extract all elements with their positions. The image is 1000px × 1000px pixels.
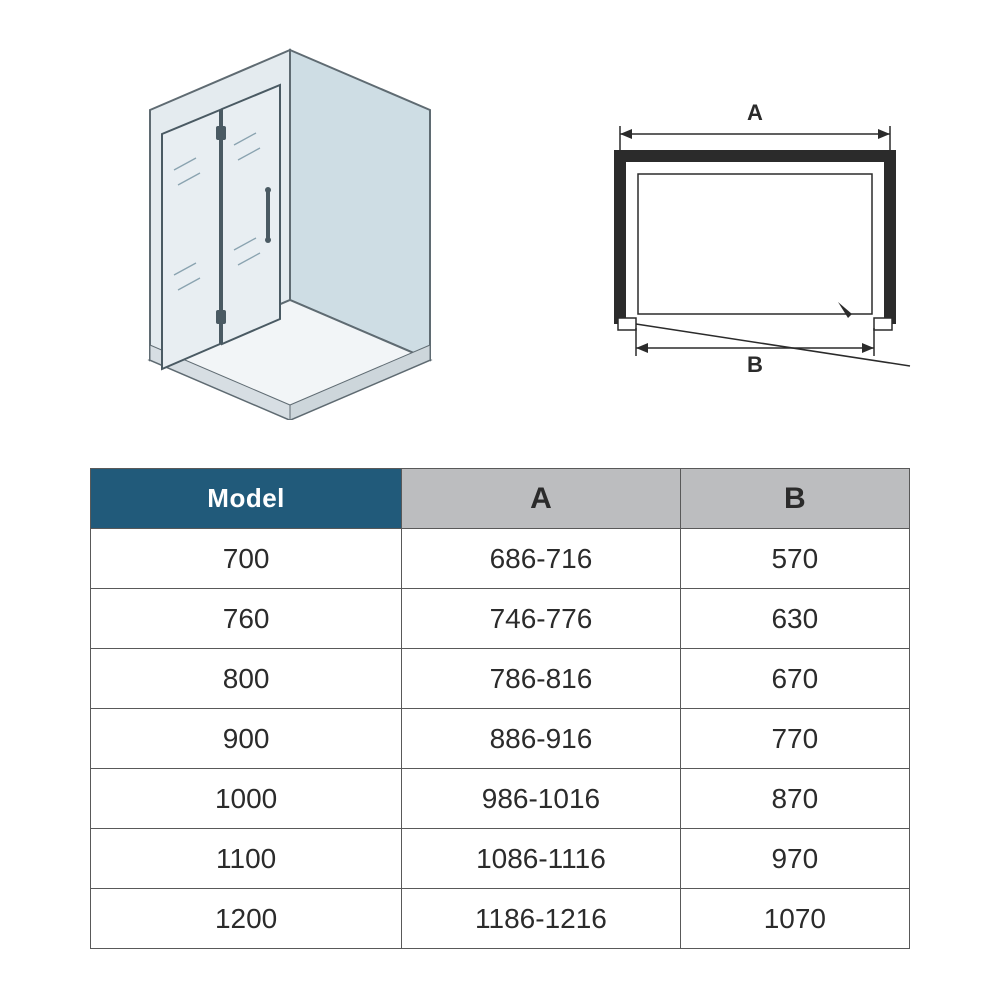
- cell-model: 760: [91, 589, 402, 649]
- table-row: 1200 1186-1216 1070: [91, 889, 910, 949]
- header-b: B: [680, 469, 909, 529]
- cell-model: 1100: [91, 829, 402, 889]
- dimensions-table-wrap: Model A B 700 686-716 570 760 746-776 63…: [90, 468, 910, 949]
- table-row: 900 886-916 770: [91, 709, 910, 769]
- table-row: 700 686-716 570: [91, 529, 910, 589]
- cell-b: 870: [680, 769, 909, 829]
- cell-b: 970: [680, 829, 909, 889]
- table-body: 700 686-716 570 760 746-776 630 800 786-…: [91, 529, 910, 949]
- table-row: 1000 986-1016 870: [91, 769, 910, 829]
- cell-b: 630: [680, 589, 909, 649]
- cell-a: 886-916: [402, 709, 680, 769]
- dimensions-table: Model A B 700 686-716 570 760 746-776 63…: [90, 468, 910, 949]
- table-header-row: Model A B: [91, 469, 910, 529]
- cell-b: 1070: [680, 889, 909, 949]
- cell-a: 1186-1216: [402, 889, 680, 949]
- cell-model: 900: [91, 709, 402, 769]
- cell-b: 670: [680, 649, 909, 709]
- cell-a: 746-776: [402, 589, 680, 649]
- diagram-section: A B: [0, 30, 1000, 440]
- table-row: 800 786-816 670: [91, 649, 910, 709]
- cell-model: 1200: [91, 889, 402, 949]
- cell-b: 570: [680, 529, 909, 589]
- plan-diagram: A B: [590, 100, 920, 380]
- isometric-diagram: [130, 40, 450, 420]
- header-model: Model: [91, 469, 402, 529]
- plan-svg: A B: [590, 100, 920, 380]
- cell-a: 786-816: [402, 649, 680, 709]
- cell-b: 770: [680, 709, 909, 769]
- cell-a: 686-716: [402, 529, 680, 589]
- table-row: 760 746-776 630: [91, 589, 910, 649]
- isometric-svg: [130, 40, 450, 420]
- cell-model: 800: [91, 649, 402, 709]
- cell-model: 1000: [91, 769, 402, 829]
- cell-a: 1086-1116: [402, 829, 680, 889]
- header-a: A: [402, 469, 680, 529]
- cell-model: 700: [91, 529, 402, 589]
- dimension-a-label: A: [747, 100, 763, 125]
- table-row: 1100 1086-1116 970: [91, 829, 910, 889]
- dimension-b-label: B: [747, 352, 763, 377]
- cell-a: 986-1016: [402, 769, 680, 829]
